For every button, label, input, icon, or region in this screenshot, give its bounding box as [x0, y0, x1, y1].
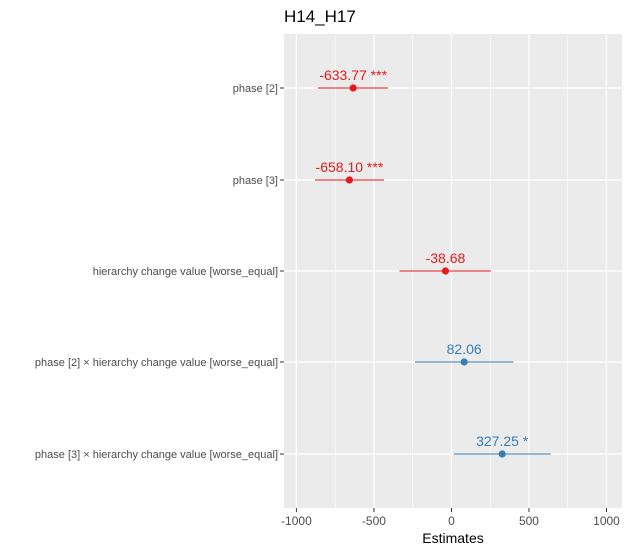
estimate-label: 82.06 — [447, 341, 482, 357]
estimate-marks: -633.77 *** -658.10 *** -38.68 82.06 327.25 … — [315, 67, 551, 458]
x-tick-label: 500 — [519, 514, 539, 528]
estimate-label: -38.68 — [426, 250, 466, 266]
estimate-label: -658.10 *** — [316, 159, 384, 175]
estimate-point — [349, 84, 357, 92]
estimate-point — [498, 450, 506, 458]
x-axis-label: Estimates — [422, 530, 483, 546]
estimate-point — [441, 267, 450, 275]
estimate-point — [460, 358, 468, 366]
y-axis-labels: phase [2] phase [3] hierarchy change value… — [35, 83, 278, 461]
term-label: phase [3] × hierarchy change value [wors… — [35, 449, 278, 461]
term-label: phase [3] — [233, 175, 278, 187]
estimate-point — [345, 176, 354, 184]
major-gridlines — [284, 34, 622, 508]
term-label: hierarchy change value [worse_equal] — [93, 266, 278, 278]
x-tick-label: -500 — [362, 514, 386, 528]
x-tick-label: 1000 — [593, 514, 620, 528]
x-tick-label: -1000 — [281, 514, 312, 528]
estimate-label: 327.25 * — [476, 433, 529, 449]
y-axis-ticks — [280, 87, 284, 455]
chart-title: H14_H17 — [284, 7, 356, 26]
term-label: phase [2] × hierarchy change value [wors… — [35, 357, 278, 369]
x-axis-ticks — [295, 508, 607, 512]
x-tick-label: 0 — [448, 514, 455, 528]
x-axis-tick-labels: -1000 -500 0 500 1000 — [281, 514, 620, 528]
estimate-label: -633.77 *** — [319, 67, 387, 83]
term-label: phase [2] — [233, 83, 278, 95]
